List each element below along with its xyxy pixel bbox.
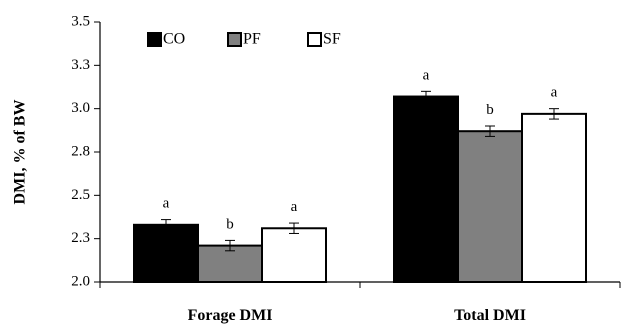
x-category-label: Forage DMI <box>188 307 273 324</box>
bars: a b a Forage DMI a b a Total DMI <box>133 67 587 324</box>
legend-label-pf: PF <box>243 31 261 48</box>
significance-letter: a <box>551 85 558 101</box>
y-tick-label: 2.3 <box>71 230 90 246</box>
significance-letter: a <box>423 67 430 83</box>
y-tick-label: 3.3 <box>71 57 90 73</box>
y-tick-label: 2.0 <box>71 273 90 289</box>
y-axis-label: DMI, % of BW <box>12 100 29 205</box>
bar-pf-2 <box>457 130 523 283</box>
significance-letter: a <box>291 199 298 215</box>
bar-co-1 <box>133 223 199 284</box>
legend-swatch-sf <box>307 32 322 47</box>
bar-co-2 <box>393 95 459 283</box>
legend-swatch-co <box>147 32 162 47</box>
y-tick-label: 3.0 <box>71 100 90 116</box>
significance-letter: a <box>163 196 170 212</box>
bar-sf-1 <box>261 227 327 283</box>
bar-sf-2 <box>521 112 587 283</box>
x-category-label: Total DMI <box>454 307 526 324</box>
significance-letter: b <box>226 216 234 232</box>
y-tick-label: 2.5 <box>71 187 90 203</box>
legend: CO PF SF <box>147 31 341 48</box>
y-tick-label: 3.5 <box>71 13 90 29</box>
legend-label-sf: SF <box>323 31 341 48</box>
y-tick-label: 2.8 <box>71 143 90 159</box>
legend-label-co: CO <box>163 31 185 48</box>
significance-letter: b <box>486 102 494 118</box>
legend-swatch-pf <box>227 32 242 47</box>
